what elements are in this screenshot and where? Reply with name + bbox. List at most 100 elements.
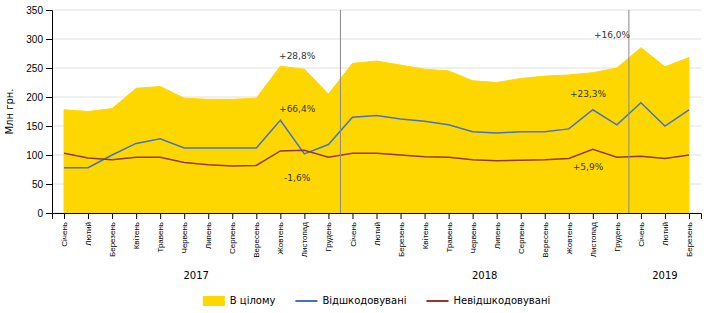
tick: Лютий <box>373 213 382 246</box>
tick-label: Грудень <box>324 222 333 252</box>
tick: 0 <box>37 208 52 219</box>
year-label: 2017 <box>183 270 208 281</box>
tick: Липень <box>493 213 502 249</box>
axis-line <box>53 214 702 220</box>
tick: Листопад <box>300 213 309 257</box>
tick-label: 50 <box>32 179 44 190</box>
legend-swatch <box>295 300 317 302</box>
tick-mark <box>46 68 52 69</box>
tick-mark <box>497 213 498 219</box>
tick-mark <box>46 126 52 127</box>
axis-title: Млн грн. <box>4 88 15 134</box>
tick-label: Жовтень <box>276 222 285 254</box>
axis-line <box>46 11 53 214</box>
tick-mark <box>352 213 353 219</box>
tick-label: 350 <box>26 5 43 16</box>
annotation: +5,9% <box>573 162 604 172</box>
tick: Березень <box>397 213 406 257</box>
tick-mark <box>665 213 666 219</box>
year-labels: 2017 2018 2019 <box>183 270 677 281</box>
tick: Грудень <box>613 213 622 252</box>
tick-mark <box>46 155 52 156</box>
tick-mark <box>449 213 450 219</box>
tick-mark <box>473 213 474 219</box>
tick-mark <box>46 213 52 214</box>
tick-mark <box>256 213 257 219</box>
tick-label: Грудень <box>613 222 622 252</box>
tick: 350 <box>26 5 52 16</box>
tick-mark <box>64 213 65 219</box>
tick: Серпень <box>228 213 237 254</box>
tick-label: 100 <box>26 150 43 161</box>
legend-item: Невідшкодовувані <box>426 295 550 306</box>
tick-mark <box>521 213 522 219</box>
tick-label: Липень <box>204 222 213 249</box>
tick: Березень <box>685 213 694 257</box>
tick: Листопад <box>589 213 598 257</box>
tick: Травень <box>445 213 454 253</box>
tick-label: Квітень <box>421 222 430 249</box>
year-label: 2019 <box>652 270 677 281</box>
tick-label: Листопад <box>300 222 309 258</box>
tick-mark <box>184 213 185 219</box>
tick-mark <box>401 213 402 219</box>
annotation: +66,4% <box>279 104 316 114</box>
tick-label: Лютий <box>661 222 670 246</box>
x-axis: Січень Лютий Березень Квітень Травень Червень… <box>53 213 702 258</box>
tick-label: Березень <box>685 222 694 257</box>
y-axis: 050100150200250300350 <box>26 5 52 219</box>
tick: Березень <box>108 213 117 257</box>
legend-swatch <box>203 296 225 306</box>
annotation: +23,3% <box>570 89 607 99</box>
legend-swatch <box>426 300 448 302</box>
marks <box>64 48 689 213</box>
legend-item: В цілому <box>203 295 276 306</box>
grid <box>52 10 701 213</box>
tick-mark <box>689 213 690 219</box>
tick-label: Жовтень <box>565 222 574 254</box>
year-separator <box>628 10 629 213</box>
line <box>64 103 689 168</box>
legend-label: В цілому <box>230 295 276 306</box>
year-label: 2018 <box>472 270 497 281</box>
tick-mark <box>304 213 305 219</box>
tick-label: Січень <box>60 222 69 247</box>
chart: 050100150200250300350СіченьЛютийБерезень… <box>0 0 715 313</box>
grid-line <box>52 10 701 11</box>
tick-mark <box>328 213 329 219</box>
tick: Лютий <box>661 213 670 246</box>
legend-item: Відшкодовувані <box>295 295 406 306</box>
tick-mark <box>208 213 209 219</box>
tick: Січень <box>60 213 69 247</box>
tick: Червень <box>180 213 189 253</box>
tick: Лютий <box>84 213 93 246</box>
tick-mark <box>88 213 89 219</box>
tick-label: 200 <box>26 92 43 103</box>
tick-label: Січень <box>349 222 358 247</box>
tick-label: Серпень <box>517 222 526 254</box>
tick-mark <box>46 39 52 40</box>
tick: Січень <box>637 213 646 247</box>
tick-mark <box>617 213 618 219</box>
tick-mark <box>569 213 570 219</box>
tick-label: Травень <box>156 222 165 253</box>
tick-mark <box>545 213 546 219</box>
tick-label: Вересень <box>541 222 550 258</box>
tick: Вересень <box>541 213 550 258</box>
tick-mark <box>425 213 426 219</box>
annotations: +28,8%+66,4%-1,6%+16,0%+23,3%+5,9% <box>279 30 630 183</box>
tick-mark <box>593 213 594 219</box>
tick: 300 <box>26 34 52 45</box>
year-separators <box>340 10 628 213</box>
tick-mark <box>160 213 161 219</box>
tick-label: Лютий <box>373 222 382 246</box>
tick-label: Квітень <box>132 222 141 249</box>
tick-mark <box>46 10 52 11</box>
tick-label: Червень <box>180 222 189 253</box>
tick-label: 150 <box>26 121 43 132</box>
tick-label: Лютий <box>84 222 93 246</box>
legend-label: Відшкодовувані <box>322 295 406 306</box>
area <box>64 48 689 213</box>
tick: 100 <box>26 150 52 161</box>
tick: Жовтень <box>276 213 285 254</box>
